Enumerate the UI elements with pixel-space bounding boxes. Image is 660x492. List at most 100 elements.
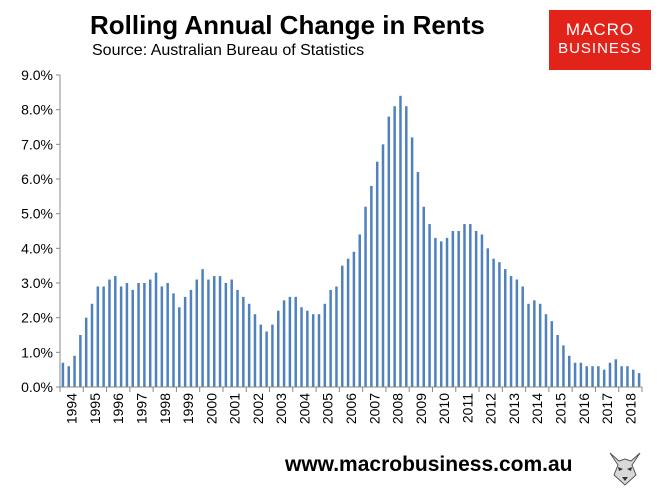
bar <box>579 362 583 387</box>
bar <box>341 265 344 387</box>
x-tick-label: 1996 <box>110 393 126 424</box>
bar <box>457 231 460 387</box>
bar <box>620 366 623 387</box>
bar <box>439 241 443 387</box>
bar <box>486 248 490 387</box>
y-tick-label: 3.0% <box>21 275 53 291</box>
bar <box>178 307 181 387</box>
y-tick-label: 6.0% <box>21 171 53 187</box>
bar <box>114 276 117 387</box>
bar <box>288 296 292 387</box>
bar <box>96 286 100 387</box>
bar <box>236 289 239 387</box>
bar <box>387 116 391 387</box>
bar <box>352 251 356 387</box>
bar <box>67 366 70 387</box>
bar <box>399 95 402 388</box>
x-tick-label: 2012 <box>483 393 499 424</box>
bar <box>172 293 175 387</box>
bar <box>61 362 65 387</box>
x-tick-label: 2010 <box>436 393 452 424</box>
bar <box>416 172 420 387</box>
bar <box>550 321 554 387</box>
y-tick-label: 5.0% <box>21 206 53 222</box>
bar <box>527 303 530 387</box>
bar <box>381 144 385 387</box>
x-tick-label: 2004 <box>296 393 312 424</box>
fox-mascot-icon <box>609 452 641 486</box>
bar <box>556 335 559 387</box>
logo-text-business: BUSINESS <box>558 40 642 57</box>
bar <box>102 286 105 387</box>
y-tick-label: 1.0% <box>21 344 53 360</box>
bar <box>183 296 187 387</box>
x-tick-label: 2006 <box>343 393 359 424</box>
bar <box>300 307 303 387</box>
bar <box>434 237 437 387</box>
x-tick-label: 2001 <box>227 393 243 424</box>
bar <box>73 355 76 387</box>
x-tick-label: 2003 <box>273 393 289 424</box>
bar <box>294 296 297 387</box>
bar <box>573 362 577 387</box>
bar <box>230 279 233 387</box>
bar <box>469 224 472 387</box>
bar <box>201 269 204 387</box>
bar <box>538 303 542 387</box>
macrobusiness-logo: MACRO BUSINESS <box>549 10 651 70</box>
x-tick-label: 1999 <box>180 393 196 424</box>
bar <box>515 279 519 387</box>
bar <box>375 161 379 387</box>
bar <box>119 286 123 387</box>
bar <box>626 366 629 387</box>
bar <box>253 314 257 387</box>
bar <box>207 279 210 387</box>
bar <box>224 283 228 387</box>
bar <box>329 289 332 387</box>
bar <box>492 258 495 387</box>
bar <box>474 231 478 387</box>
bar <box>195 279 199 387</box>
bar <box>509 276 513 387</box>
x-tick-label: 2014 <box>529 393 545 424</box>
bar <box>306 310 309 387</box>
bar <box>533 300 536 387</box>
bar <box>410 137 414 387</box>
bar <box>358 234 361 387</box>
x-axis: 1994 1995 1996 1997 1998 1999 2000 2001 2002 2003… <box>59 386 643 424</box>
bar <box>282 300 286 387</box>
y-tick-label: 0.0% <box>21 379 53 395</box>
bar <box>212 276 216 387</box>
x-tick-label: 2009 <box>413 393 429 424</box>
bar <box>393 106 396 387</box>
bar <box>265 331 268 387</box>
bar <box>585 366 588 387</box>
bar <box>311 314 315 387</box>
bar <box>632 369 635 387</box>
bar <box>637 373 641 387</box>
bar <box>247 303 251 387</box>
y-tick-label: 9.0% <box>21 67 53 83</box>
bar <box>317 314 321 387</box>
bar <box>370 185 373 387</box>
footer-website-url[interactable]: www.macrobusiness.com.au <box>285 453 573 476</box>
y-axis: 0.0% 1.0% 2.0% 3.0% 4.0% 5.0% 6.0% 7.0% 8.0% 9.0% <box>21 67 61 395</box>
bar <box>422 206 425 387</box>
bar <box>108 279 111 387</box>
y-tick-label: 4.0% <box>21 240 53 256</box>
bar <box>166 283 169 387</box>
bar <box>364 206 367 387</box>
bar <box>602 369 606 387</box>
bar <box>568 355 571 387</box>
bar <box>591 366 594 387</box>
x-tick-label: 1998 <box>157 393 173 424</box>
bar <box>131 289 134 387</box>
bar <box>614 359 618 387</box>
bar <box>259 324 263 387</box>
chart-title: Rolling Annual Change in Rents <box>90 10 485 40</box>
x-tick-label: 1994 <box>64 393 80 424</box>
bar <box>90 303 94 387</box>
x-tick-label: 2011 <box>459 393 475 423</box>
bar <box>335 286 338 387</box>
bar <box>143 283 146 387</box>
